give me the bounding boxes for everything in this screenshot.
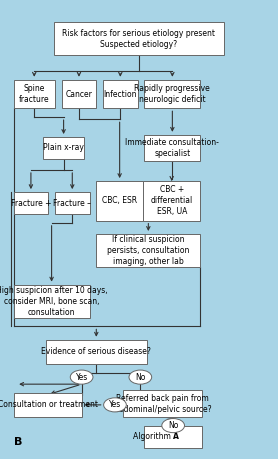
Text: Infection: Infection: [104, 90, 137, 99]
FancyBboxPatch shape: [96, 234, 200, 267]
Text: Consultation or treatment: Consultation or treatment: [0, 400, 98, 409]
Text: Cancer: Cancer: [66, 90, 92, 99]
Text: No: No: [135, 373, 145, 381]
FancyBboxPatch shape: [14, 392, 82, 417]
Ellipse shape: [70, 370, 93, 384]
FancyBboxPatch shape: [103, 80, 138, 108]
Ellipse shape: [162, 419, 185, 433]
Text: CBC +
differential
ESR, UA: CBC + differential ESR, UA: [151, 185, 193, 217]
Text: No: No: [168, 421, 178, 430]
FancyBboxPatch shape: [54, 22, 224, 56]
Text: Fracture +: Fracture +: [11, 199, 51, 207]
FancyBboxPatch shape: [144, 80, 200, 108]
Text: Evidence of serious disease?: Evidence of serious disease?: [41, 347, 151, 356]
FancyBboxPatch shape: [55, 192, 90, 214]
FancyBboxPatch shape: [123, 390, 202, 417]
Text: Yes: Yes: [76, 373, 88, 381]
FancyBboxPatch shape: [143, 181, 200, 221]
Text: Yes: Yes: [109, 400, 121, 409]
Ellipse shape: [129, 370, 152, 384]
Text: Algorithm: Algorithm: [133, 432, 173, 441]
Text: A: A: [173, 432, 179, 441]
FancyBboxPatch shape: [14, 80, 55, 108]
Text: Referred back pain from
abdominal/pelvic source?: Referred back pain from abdominal/pelvic…: [113, 393, 211, 414]
Text: Spine
fracture: Spine fracture: [19, 84, 49, 104]
Text: High suspicion after 10 days,
consider MRI, bone scan,
consultation: High suspicion after 10 days, consider M…: [0, 285, 107, 317]
Text: Immediate consultation-
specialist: Immediate consultation- specialist: [125, 138, 219, 158]
FancyBboxPatch shape: [144, 135, 200, 161]
Text: Rapidly progressive
neurologic deficit: Rapidly progressive neurologic deficit: [135, 84, 210, 104]
Text: B: B: [14, 437, 22, 448]
Text: If clinical suspicion
persists, consultation
imaging, other lab: If clinical suspicion persists, consulta…: [107, 235, 190, 266]
Text: Fracture –: Fracture –: [53, 199, 91, 207]
Text: Plain x-ray: Plain x-ray: [43, 144, 84, 152]
FancyBboxPatch shape: [96, 181, 143, 221]
FancyBboxPatch shape: [144, 425, 202, 448]
FancyBboxPatch shape: [14, 285, 90, 318]
Ellipse shape: [104, 398, 126, 412]
FancyBboxPatch shape: [14, 192, 48, 214]
Text: CBC, ESR: CBC, ESR: [102, 196, 137, 205]
Text: Risk factors for serious etiology present
Suspected etiology?: Risk factors for serious etiology presen…: [63, 29, 215, 49]
FancyBboxPatch shape: [62, 80, 96, 108]
FancyBboxPatch shape: [43, 137, 84, 159]
FancyBboxPatch shape: [46, 340, 147, 364]
